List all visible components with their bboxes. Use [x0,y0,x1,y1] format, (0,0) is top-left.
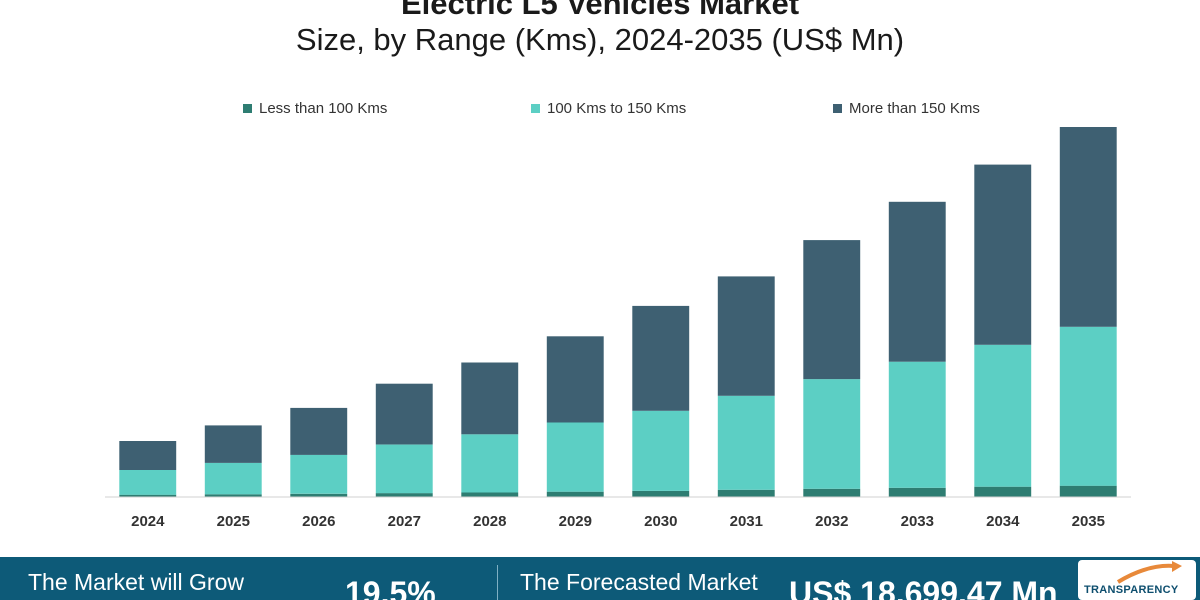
bar-2024-series-2 [119,441,177,470]
bar-2025-series-2 [204,425,262,463]
bar-2031-series-1 [717,395,775,490]
forecast-text: The Forecasted Market [520,569,758,595]
footer-banner: The Market will Grow 19.5% The Forecaste… [0,557,1200,600]
bar-group [119,127,1117,497]
legend-item-less-than-100: Less than 100 Kms [243,100,387,117]
bar-2030-series-2 [632,305,690,411]
bar-2025-series-1 [204,462,262,495]
legend-item-more-than-150: More than 150 Kms [833,100,980,117]
chart-subtitle: Size, by Range (Kms), 2024-2035 (US$ Mn) [295,22,905,57]
x-tick-label: 2025 [217,513,250,530]
x-tick-label: 2027 [388,513,421,530]
x-tick-label: 2034 [986,513,1020,530]
bar-2024-series-0 [119,494,177,497]
bar-2028-series-1 [461,434,519,493]
x-tick-label: 2031 [730,513,763,530]
x-tick-label: 2026 [302,513,335,530]
bar-2029-series-1 [546,422,604,492]
bar-2035-series-1 [1059,326,1117,486]
legend-swatch-icon [531,104,540,113]
bar-2034-series-2 [974,164,1032,345]
bar-2030-series-1 [632,410,690,491]
footer-divider [497,565,498,600]
x-tick-label: 2032 [815,513,848,530]
bar-2032-series-0 [803,488,861,497]
bar-2028-series-2 [461,362,519,435]
cagr-value: 19.5% [345,575,436,600]
bar-2031-series-0 [717,489,775,497]
legend-label: Less than 100 Kms [259,100,388,117]
bar-2035-series-2 [1059,127,1117,327]
bar-2033-series-1 [888,361,946,488]
bar-2027-series-1 [375,444,433,494]
bar-2031-series-2 [717,276,775,396]
legend-label: More than 150 Kms [849,100,980,117]
x-tick-label: 2028 [473,513,506,530]
bar-2024-series-1 [119,470,177,495]
bar-2034-series-0 [974,486,1032,497]
legend-swatch-icon [243,104,252,113]
logo: TRANSPARENCY [1078,560,1196,600]
bar-2035-series-0 [1059,485,1117,497]
bar-2029-series-0 [546,491,604,497]
forecast-value: US$ 18,699.47 Mn [789,575,1058,600]
x-tick-label: 2035 [1072,513,1105,530]
bar-2033-series-0 [888,487,946,497]
x-tick-label: 2024 [131,513,165,530]
x-tick-label: 2029 [559,513,592,530]
bar-2026-series-2 [290,407,348,455]
legend-swatch-icon [833,104,842,113]
logo-text: TRANSPARENCY [1084,584,1179,596]
legend-label: 100 Kms to 150 Kms [547,100,687,117]
grow-text: The Market will Grow [28,569,244,595]
chart-title: Electric L5 Vehicles Market [400,0,800,21]
x-axis-ticks: 2024 2025 2026 2027 2028 2029 2030 2031 2032 2033… [131,513,1105,530]
bar-2026-series-1 [290,454,348,494]
bar-2033-series-2 [888,201,946,362]
x-tick-label: 2030 [644,513,677,530]
bar-2030-series-0 [632,490,690,497]
bar-2027-series-0 [375,493,433,497]
bar-2028-series-0 [461,492,519,497]
bar-2029-series-2 [546,336,604,423]
legend-item-100-to-150: 100 Kms to 150 Kms [531,100,686,117]
bar-2032-series-1 [803,379,861,489]
logo-arrow-icon [1116,561,1182,584]
bar-2026-series-0 [290,493,348,497]
x-tick-label: 2033 [901,513,934,530]
stacked-bar-chart: 2024 2025 2026 2027 2028 2029 2030 2031 2032 2033… [105,127,1131,530]
bar-2034-series-1 [974,344,1032,487]
bar-2027-series-2 [375,383,433,445]
bar-2025-series-0 [204,494,262,497]
bar-2032-series-2 [803,240,861,380]
